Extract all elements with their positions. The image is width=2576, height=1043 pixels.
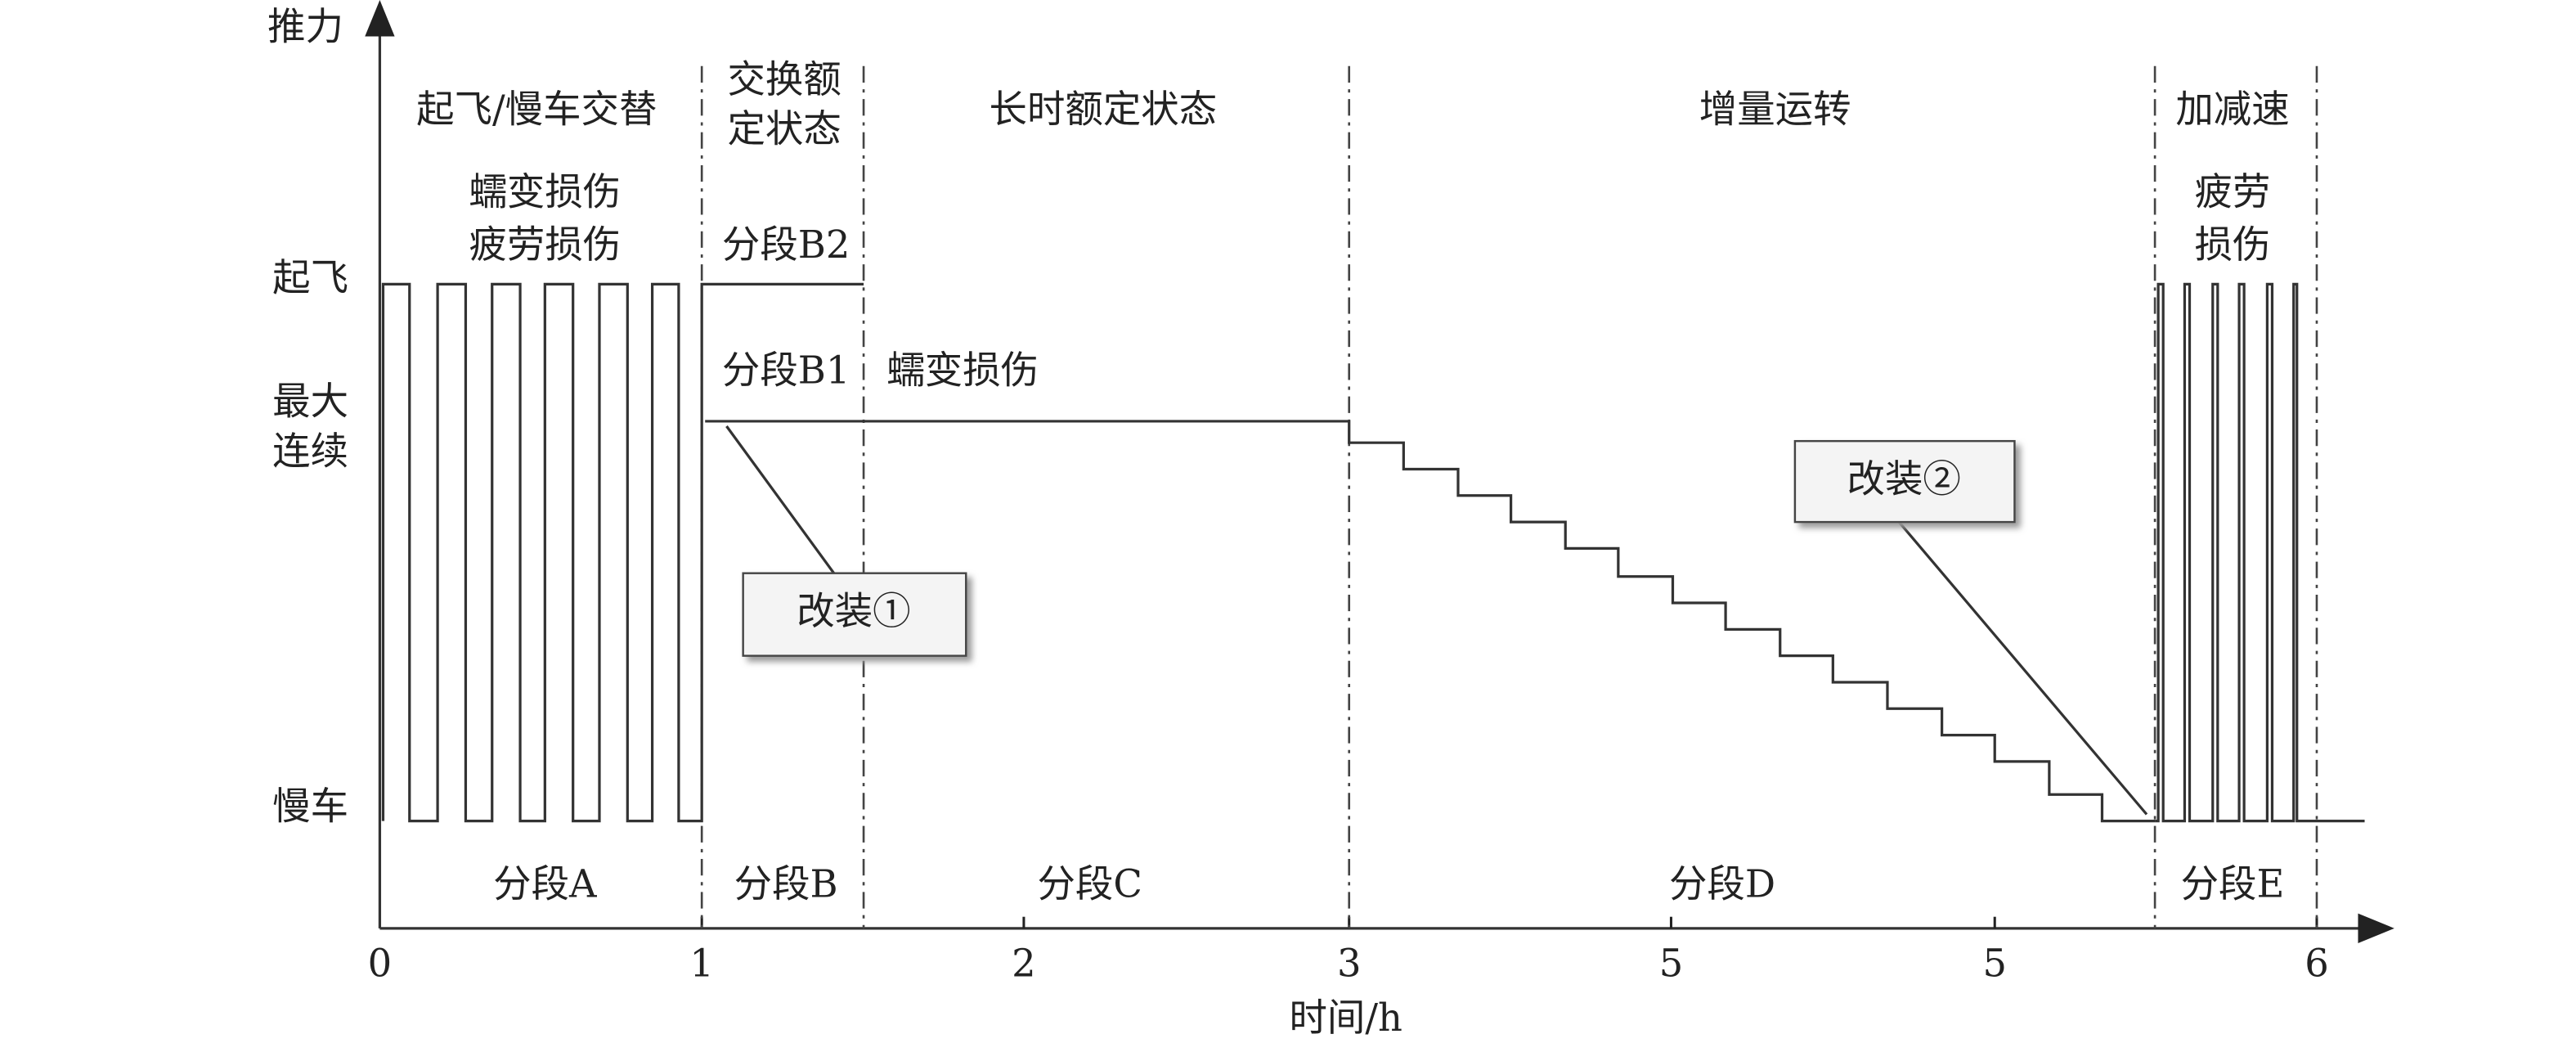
x-tick-label: 3 — [1337, 941, 1362, 985]
callout-label: 改装② — [1847, 457, 1961, 501]
x-tick-label: 5 — [1982, 941, 2007, 985]
phase-dividers — [700, 65, 2318, 928]
phase-title: 长时额定状态 — [990, 87, 1218, 131]
callout-leader — [1897, 521, 2148, 816]
y-level: 连续 — [272, 429, 348, 473]
callout-box — [1793, 439, 2016, 524]
thrust-profile-e — [2155, 282, 2365, 823]
thrust-profile-cd — [705, 420, 2156, 823]
phase-title: 增量运转 — [1699, 87, 1851, 131]
callout-box — [742, 572, 967, 657]
segment-label: 分段E — [2181, 861, 2285, 906]
damage-label: 分段B2 — [722, 223, 850, 267]
x-axis-label: 时间/h — [1289, 996, 1402, 1040]
segment-label: 分段B — [734, 861, 838, 906]
phase-title: 交换额 — [727, 57, 841, 101]
damage-label: 分段B1 — [722, 348, 850, 392]
x-tick-label: 5 — [1659, 941, 1684, 985]
y-level: 起飞 — [272, 255, 348, 299]
y-axis-label: 推力 — [267, 4, 343, 48]
phase-title: 起飞/慢车交替 — [416, 87, 657, 131]
axes — [365, 0, 2394, 944]
x-tick-label: 1 — [689, 941, 714, 985]
damage-label: 疲劳 — [2195, 169, 2271, 214]
callout-label: 改装① — [797, 589, 910, 633]
x-tick-label: 6 — [2304, 941, 2329, 985]
segment-label: 分段A — [493, 861, 597, 906]
y-level: 最大 — [272, 380, 348, 424]
segment-label: 分段D — [1669, 861, 1775, 906]
phase-title: 定状态 — [727, 107, 841, 151]
x-tick-label: 2 — [1012, 941, 1036, 985]
y-level: 慢车 — [272, 784, 348, 828]
segment-label: 分段C — [1037, 861, 1142, 906]
x-tick-label: 0 — [368, 941, 393, 985]
callout-leader — [725, 425, 836, 574]
phase-title: 加减速 — [2175, 87, 2289, 131]
thrust-profile-a — [381, 282, 864, 823]
damage-label: 疲劳损伤 — [469, 223, 621, 267]
damage-label: 损伤 — [2195, 223, 2271, 267]
damage-label: 蠕变损伤 — [469, 169, 621, 214]
damage-label: 蠕变损伤 — [886, 348, 1039, 392]
